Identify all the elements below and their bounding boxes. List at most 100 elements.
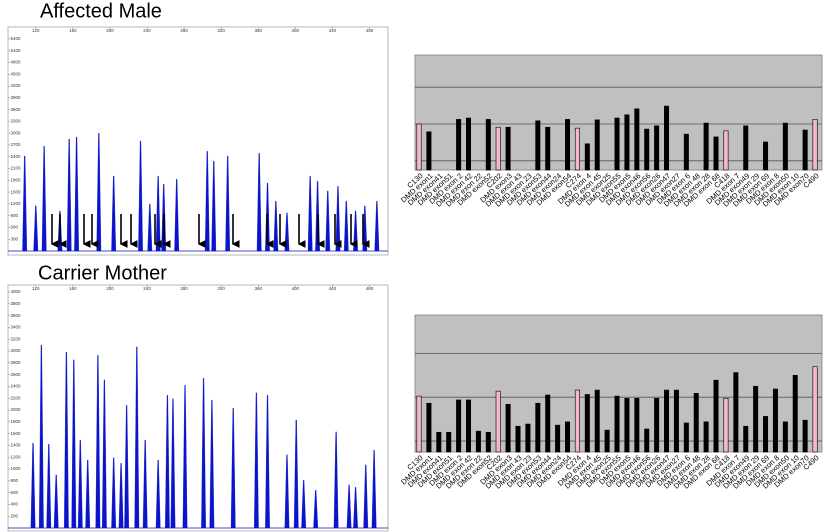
y-tick-label: 1800 [11, 177, 22, 182]
x-tick-label: 120 [32, 28, 40, 33]
y-tick-label: 4200 [11, 83, 22, 88]
peak [201, 377, 206, 529]
bar [505, 126, 511, 171]
bar [782, 421, 788, 453]
peak [71, 359, 77, 529]
x-tick-label: 400 [292, 28, 300, 33]
x-tick-label: 240 [143, 28, 151, 33]
bar [545, 126, 551, 171]
bar [654, 397, 660, 453]
y-tick-label: 3400 [11, 325, 22, 330]
x-tick-label: 320 [217, 286, 225, 291]
bar [753, 385, 759, 453]
peak [343, 200, 349, 252]
bar [574, 389, 580, 453]
y-tick-label: 5400 [11, 36, 22, 41]
y-tick-label: 3000 [11, 348, 22, 353]
bar [456, 399, 462, 453]
y-tick-label: 3600 [11, 313, 22, 318]
bar [426, 131, 432, 171]
bar [565, 119, 571, 171]
x-tick-label: 360 [254, 286, 262, 291]
peak [353, 487, 358, 529]
bar [782, 122, 788, 171]
peak [301, 480, 307, 529]
y-tick-label: 1600 [11, 431, 22, 436]
bar [693, 393, 699, 453]
y-tick-label: 2700 [11, 142, 22, 147]
bar [723, 130, 729, 171]
peak [46, 444, 52, 529]
x-tick-label: 440 [329, 286, 337, 291]
bar [624, 114, 630, 171]
bar [545, 394, 551, 453]
peak [254, 392, 259, 529]
bar [614, 117, 620, 171]
y-tick-label: 2100 [11, 166, 22, 171]
bar [683, 422, 689, 453]
peak [41, 145, 47, 252]
peak [111, 175, 117, 252]
bar [416, 123, 422, 171]
x-tick-label: 200 [106, 28, 114, 33]
bar [495, 390, 501, 453]
bar [763, 416, 769, 453]
peak [265, 395, 270, 529]
y-tick-label: 900 [11, 213, 19, 218]
y-tick-label: 5100 [11, 48, 22, 53]
peak [225, 155, 231, 252]
y-tick-label: 1500 [11, 189, 22, 194]
bar [555, 424, 561, 453]
bar [772, 388, 778, 453]
peak [77, 439, 83, 529]
bar [644, 428, 650, 453]
peak [325, 190, 331, 252]
peak [22, 155, 28, 252]
x-tick-label: 160 [69, 286, 77, 291]
y-tick-label: 1000 [11, 466, 22, 471]
y-tick-label: 3000 [11, 130, 22, 135]
peak [182, 385, 188, 529]
y-tick-label: 1200 [11, 454, 22, 459]
peak [346, 484, 352, 529]
peak [33, 205, 39, 252]
peak [209, 399, 215, 529]
x-tick-label: 480 [366, 28, 374, 33]
peak [74, 136, 79, 252]
bar [495, 126, 501, 171]
peak [307, 175, 313, 252]
bar [594, 119, 600, 171]
x-tick-label: 320 [217, 28, 225, 33]
plot-frame [7, 26, 389, 256]
bar [654, 125, 660, 171]
bar [485, 119, 491, 171]
peak [118, 462, 124, 529]
y-tick-label: 2400 [11, 154, 22, 159]
y-tick-label: 4000 [11, 289, 22, 294]
peak [155, 175, 161, 252]
peak [53, 474, 59, 529]
bar [584, 394, 590, 453]
x-tick-label: 480 [366, 286, 374, 291]
bar [505, 404, 511, 453]
bar [664, 105, 670, 171]
peak [155, 460, 161, 529]
y-tick-label: 2200 [11, 395, 22, 400]
x-tick-label: 360 [254, 28, 262, 33]
peak [95, 354, 101, 529]
peak [85, 460, 91, 529]
y-tick-label: 2800 [11, 360, 22, 365]
peak [284, 454, 290, 529]
bar [743, 125, 749, 171]
peak [102, 379, 107, 529]
bar [792, 374, 798, 453]
peak [204, 151, 210, 252]
y-tick-label: 2000 [11, 407, 22, 412]
peak [124, 405, 129, 529]
peak [66, 138, 72, 252]
bar [763, 141, 769, 171]
bar [416, 395, 422, 453]
peak [64, 352, 69, 529]
y-tick-label: 600 [11, 225, 19, 230]
bar [664, 389, 670, 453]
